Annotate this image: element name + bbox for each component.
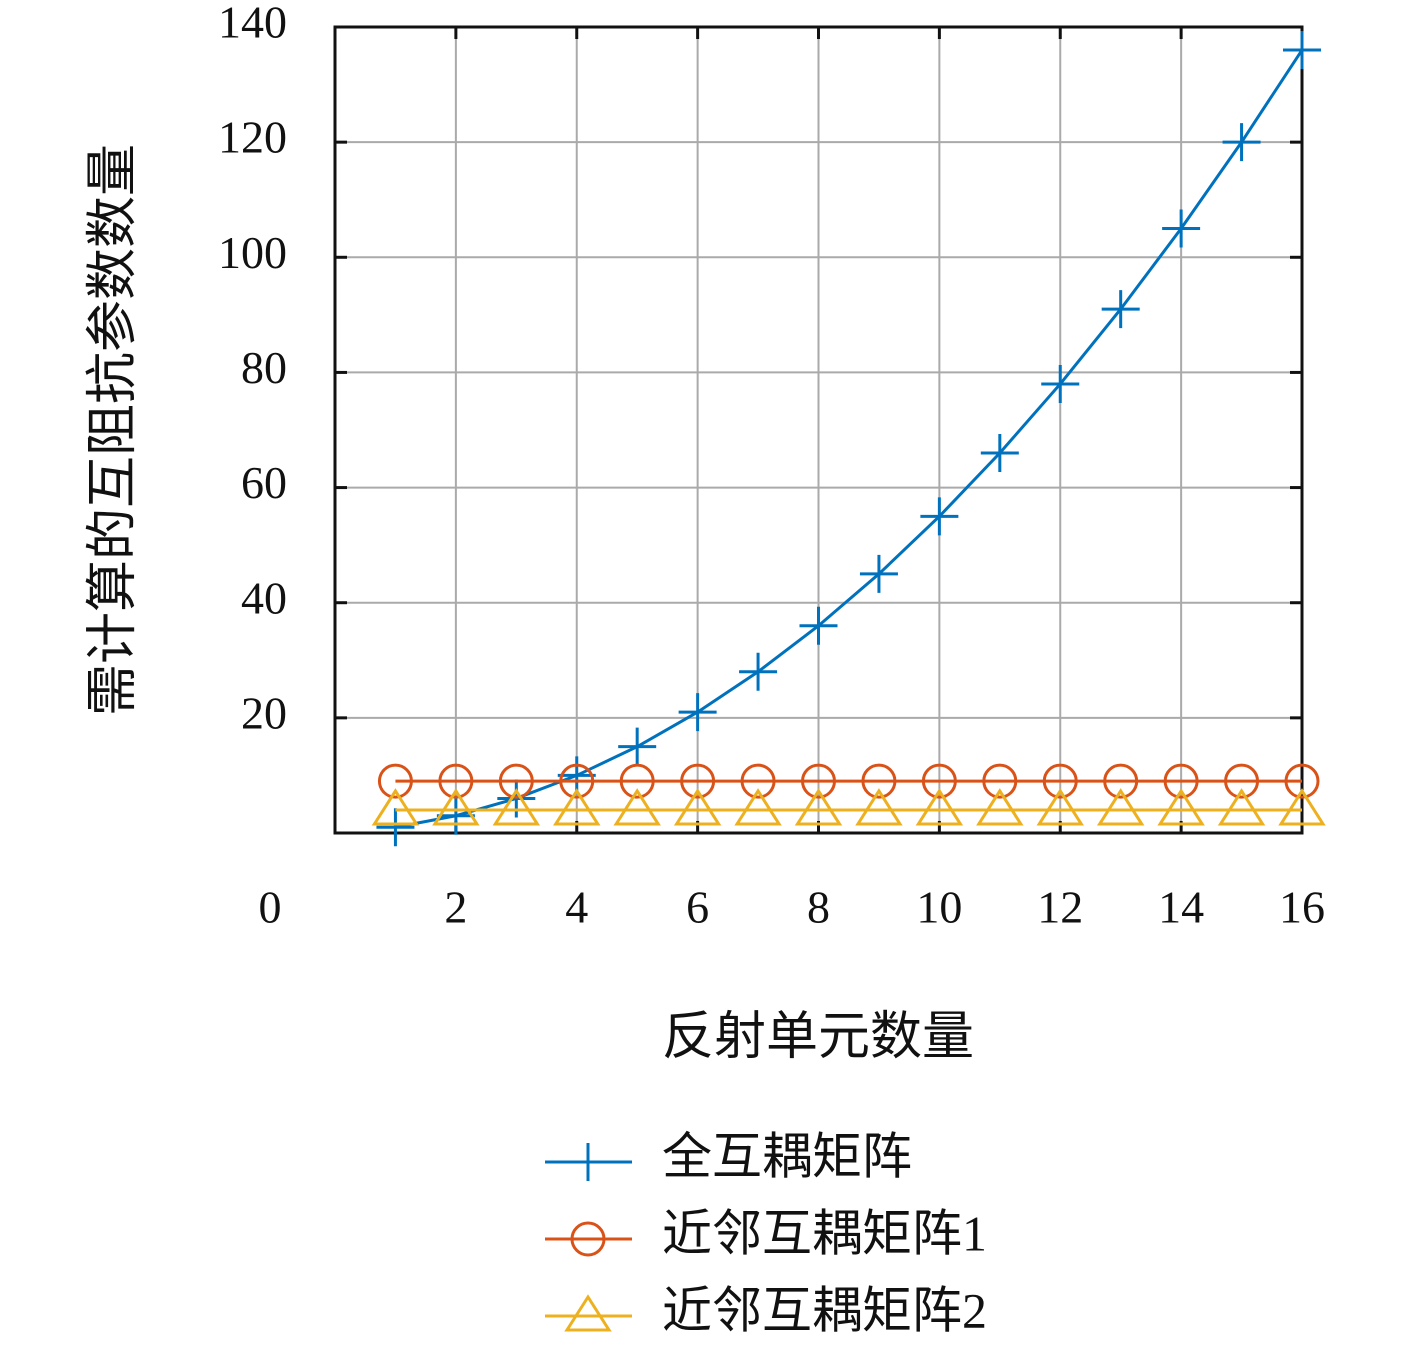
marker <box>438 763 474 799</box>
marker <box>1096 788 1145 826</box>
marker <box>740 763 776 799</box>
x-tick-label: 12 <box>1037 882 1083 933</box>
x-tick-label: 0 <box>259 882 282 933</box>
y-tick-label: 100 <box>218 227 287 278</box>
marker <box>976 788 1024 826</box>
marker <box>678 693 717 732</box>
marker <box>1163 763 1199 799</box>
marker <box>1284 763 1320 799</box>
marker <box>739 652 778 691</box>
marker <box>855 788 903 826</box>
x-tick-label: 14 <box>1158 882 1204 933</box>
marker <box>559 763 595 799</box>
marker <box>1224 763 1260 799</box>
marker <box>613 788 661 826</box>
marker <box>498 763 534 799</box>
y-tick-label: 60 <box>241 457 287 508</box>
marker <box>618 727 657 766</box>
marker <box>564 1294 612 1332</box>
x-axis-label: 反射单元数量 <box>662 1009 974 1066</box>
marker <box>377 763 413 799</box>
series-line <box>395 49 1304 829</box>
y-tick-label: 40 <box>241 572 287 623</box>
legend-label: 近邻互耦矩阵2 <box>662 1282 987 1338</box>
y-axis-label: 需计算的互阻抗参数数量 <box>85 144 142 716</box>
marker <box>1162 209 1201 248</box>
marker <box>553 788 601 826</box>
plot-frame <box>333 25 1304 835</box>
y-tick-label: 140 <box>218 0 287 48</box>
marker <box>436 796 475 835</box>
legend-label: 近邻互耦矩阵1 <box>662 1205 987 1261</box>
y-tick-label: 20 <box>241 687 287 738</box>
marker <box>1041 364 1080 403</box>
x-tick-label: 2 <box>444 882 467 933</box>
marker <box>920 497 959 536</box>
marker <box>619 763 655 799</box>
legend-label: 全互耦矩阵 <box>662 1128 912 1184</box>
marker <box>861 763 897 799</box>
marker <box>982 763 1018 799</box>
marker <box>376 808 415 847</box>
marker <box>980 434 1019 473</box>
marker <box>673 788 722 826</box>
marker <box>1222 123 1261 162</box>
marker <box>859 554 898 593</box>
marker <box>1278 788 1326 826</box>
marker <box>921 763 957 799</box>
marker <box>1157 788 1205 826</box>
x-tick-label: 6 <box>686 882 709 933</box>
marker <box>371 788 420 826</box>
marker <box>1103 763 1139 799</box>
marker <box>680 763 716 799</box>
y-tick-label: 80 <box>241 342 287 393</box>
marker <box>734 788 782 826</box>
marker <box>1036 788 1084 826</box>
marker <box>432 788 480 826</box>
marker <box>1101 290 1140 329</box>
marker <box>794 788 843 826</box>
x-tick-label: 4 <box>565 882 588 933</box>
marker <box>915 788 964 826</box>
y-tick-label: 120 <box>218 112 287 163</box>
marker <box>1217 788 1266 826</box>
marker <box>492 788 541 826</box>
marker <box>569 1143 607 1181</box>
marker <box>1042 763 1078 799</box>
marker <box>799 606 838 645</box>
marker <box>570 1221 606 1257</box>
x-tick-label: 10 <box>916 882 962 933</box>
x-tick-label: 16 <box>1279 882 1325 933</box>
marker <box>801 763 836 799</box>
marker <box>557 756 596 795</box>
marker <box>1283 31 1321 70</box>
x-tick-label: 8 <box>807 882 830 933</box>
